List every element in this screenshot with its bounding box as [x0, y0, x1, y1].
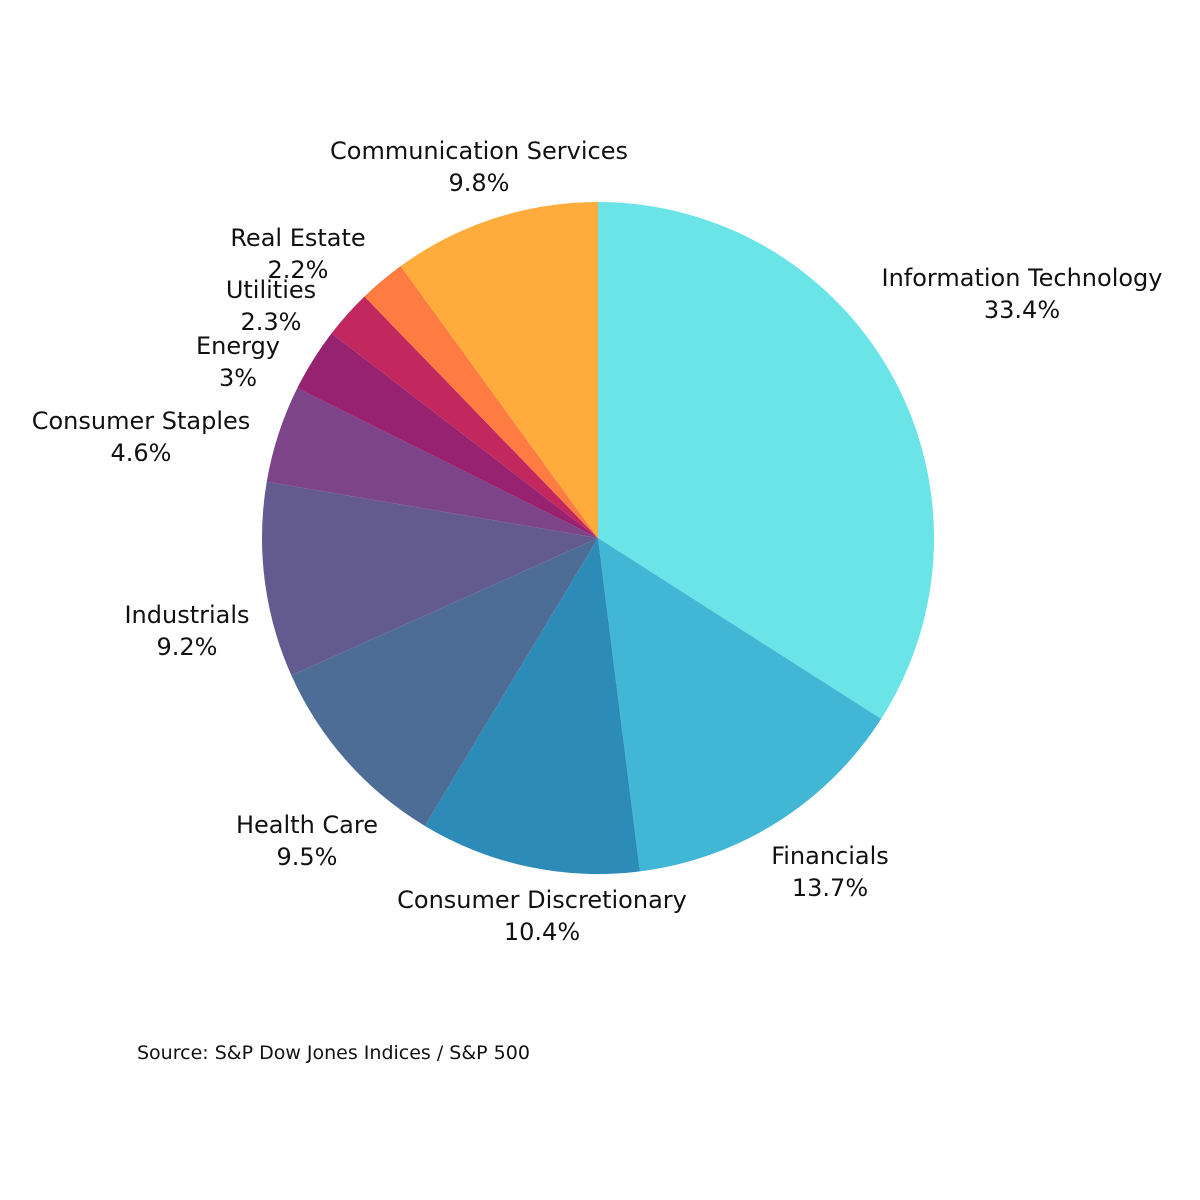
pie-labels: Information Technology 33.4% Financials 13.… — [32, 137, 1163, 946]
slice-label-name: Health Care — [236, 811, 378, 839]
slice-label-name: Consumer Discretionary — [397, 886, 687, 914]
slice-label-value: 3% — [219, 364, 257, 392]
pie-slice-consumer-staples — [266, 388, 598, 538]
slice-label-value: 9.2% — [157, 633, 218, 661]
pie-slice-utilities — [331, 296, 598, 538]
pie-slice-energy — [297, 333, 598, 538]
pie-slice-health-care — [291, 538, 598, 826]
slice-label-name: Financials — [771, 842, 889, 870]
slice-label-name: Industrials — [124, 601, 249, 629]
pie-slice-information-technology — [598, 202, 934, 719]
pie-slice-industrials — [262, 481, 598, 676]
slice-label-value: 33.4% — [984, 296, 1060, 324]
pie-slices — [262, 202, 934, 874]
pie-slice-consumer-discretionary — [424, 538, 640, 874]
slice-label-name: Information Technology — [882, 264, 1163, 292]
slice-label-value: 4.6% — [111, 439, 172, 467]
pie-slice-communication-services — [400, 202, 598, 538]
pie-slice-real-estate — [364, 266, 598, 538]
source-note: Source: S&P Dow Jones Indices / S&P 500 — [137, 1042, 530, 1064]
slice-label-value: 10.4% — [504, 918, 580, 946]
slice-label-value: 13.7% — [792, 874, 868, 902]
slice-label-name: Communication Services — [330, 137, 628, 165]
slice-label-value: 2.3% — [241, 308, 302, 336]
pie-slice-financials — [598, 538, 882, 872]
slice-label-name: Consumer Staples — [32, 407, 251, 435]
slice-label-value: 9.5% — [277, 843, 338, 871]
slice-label-value: 2.2% — [268, 256, 329, 284]
slice-label-name: Real Estate — [230, 224, 365, 252]
slice-label-value: 9.8% — [449, 169, 510, 197]
slice-label-name: Energy — [196, 332, 280, 360]
slice-label-name: Utilities — [226, 276, 316, 304]
